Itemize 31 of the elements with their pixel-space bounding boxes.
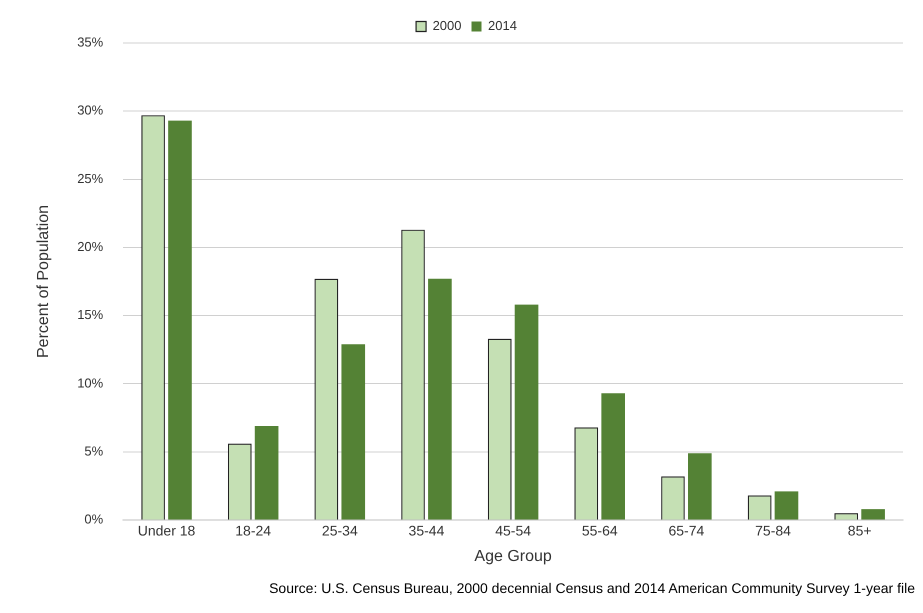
bar [688,453,712,520]
x-tick-label: Under 18 [138,522,196,538]
bar [774,491,798,520]
y-tick-label: 25% [77,170,104,186]
y-tick-label: 30% [77,102,104,118]
x-tick-label: 35-44 [408,522,445,538]
bar [514,304,538,520]
x-tick-label: 65-74 [668,522,705,538]
x-tick-label: 75-84 [755,522,792,538]
x-axis-title: Age Group [474,548,552,565]
bar [168,120,192,520]
y-tick-label: 10% [77,375,104,390]
source-note: Source: U.S. Census Bureau, 2000 decennial Census and 2014 American Community Survey 1-year file [268,580,915,596]
bar [861,509,885,520]
legend-label: 2000 [432,18,462,34]
y-tick-label: 20% [77,239,104,254]
x-tick-label: 25-34 [322,522,358,538]
x-tick-label: 55-64 [582,522,618,538]
bar [254,426,278,520]
y-tick-label: 15% [77,307,104,322]
x-tick-label: 18-24 [235,522,272,538]
y-tick-label: 5% [84,443,104,458]
legend-label: 2014 [488,18,517,34]
y-tick-label: 0% [84,512,104,527]
y-axis-title: Percent of Population [35,205,52,358]
x-tick-label: 85+ [848,522,872,538]
y-tick-label: 35% [77,34,104,50]
bar [428,278,452,520]
bar [341,344,366,520]
bar [601,393,625,520]
x-tick-label: 45-54 [495,522,532,538]
